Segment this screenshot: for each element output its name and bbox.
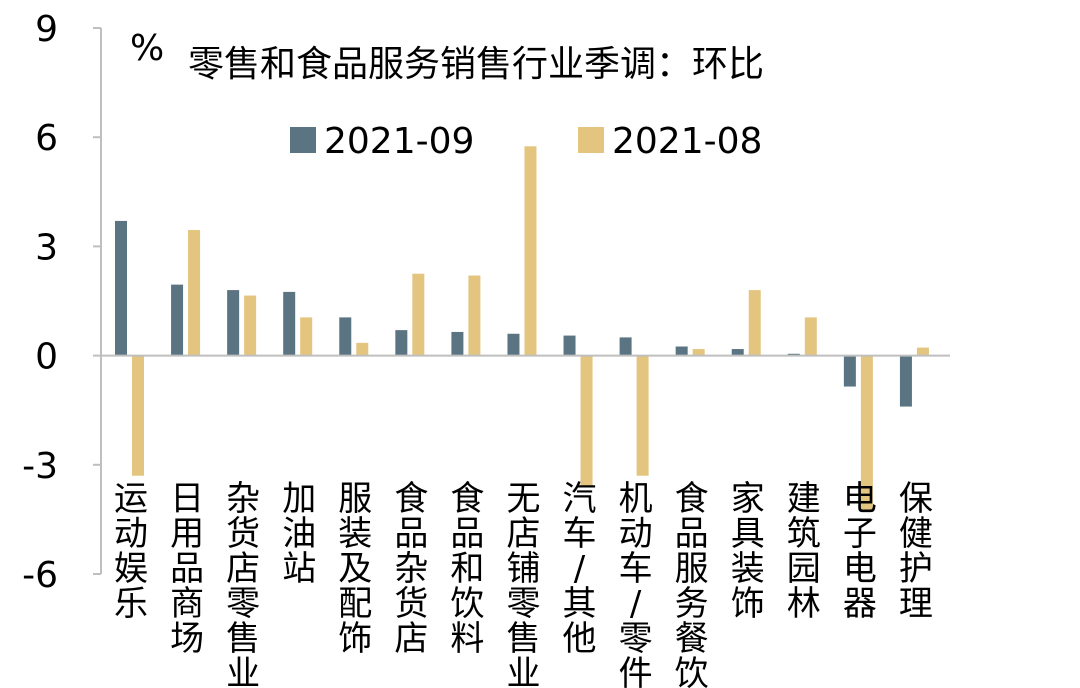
bar-2021-08-3 (300, 317, 313, 356)
category-label: 电子电器 (843, 479, 877, 624)
category-label: 服装及配饰 (338, 479, 372, 659)
bar-2021-09-5 (395, 330, 408, 356)
legend-swatch-2021-08 (578, 127, 604, 153)
bar-2021-09-7 (507, 333, 520, 356)
bar-2021-09-1 (171, 284, 184, 356)
category-label: 食品和饮料 (450, 479, 484, 659)
category-label: 食品服务餐饮 (675, 479, 709, 688)
bar-2021-09-14 (899, 355, 912, 407)
category-label: 机动车/零件 (619, 479, 653, 688)
bar-2021-08-0 (132, 355, 144, 476)
bar-2021-08-10 (692, 349, 705, 356)
bar-2021-08-6 (468, 275, 481, 356)
bar-2021-08-7 (524, 146, 537, 356)
bar-2021-09-9 (619, 337, 632, 356)
y-tick-label: 3 (35, 227, 58, 268)
bars-layer (115, 146, 929, 513)
bar-2021-08-5 (412, 273, 425, 356)
bar-2021-08-9 (636, 355, 649, 476)
category-label: 杂货店零售业 (226, 479, 260, 688)
bar-2021-08-4 (356, 342, 369, 356)
category-label: 家具装饰 (731, 479, 765, 624)
y-tick-label: 6 (35, 118, 58, 159)
bar-2021-08-2 (244, 295, 257, 356)
category-label: 汽车/其他 (563, 479, 597, 659)
axis-layer (100, 28, 950, 574)
unit-label: % (130, 28, 164, 69)
legend: 2021-09 2021-08 (290, 121, 762, 162)
y-tick-label: -3 (22, 446, 58, 487)
bar-2021-08-13 (860, 355, 873, 513)
bar-2021-08-11 (748, 290, 761, 356)
legend-label-2021-09: 2021-09 (324, 121, 474, 162)
category-labels: 运动娱乐日用品商场杂货店零售业加油站服装及配饰食品杂货店食品和饮料无店铺零售业汽… (114, 479, 933, 688)
category-label: 无店铺零售业 (506, 479, 540, 688)
bar-2021-09-4 (339, 317, 352, 356)
legend-label-2021-08: 2021-08 (612, 121, 762, 162)
chart-title: 零售和食品服务销售行业季调：环比 (188, 44, 764, 85)
bar-2021-08-8 (580, 355, 593, 487)
bar-2021-08-1 (188, 230, 201, 356)
bar-2021-09-11 (731, 349, 744, 356)
category-label: 运动娱乐 (114, 479, 148, 624)
bar-2021-09-3 (283, 291, 296, 356)
y-tick-label: 0 (35, 337, 58, 378)
bar-2021-09-6 (451, 331, 464, 356)
bar-2021-08-14 (916, 347, 929, 356)
bar-2021-09-2 (227, 290, 240, 356)
category-label: 日用品商场 (170, 479, 204, 659)
category-label: 保健护理 (899, 479, 933, 624)
y-tick-label: -6 (22, 555, 58, 596)
legend-swatch-2021-09 (290, 127, 316, 153)
y-ticks: 9 6 3 0 -3 -6 (22, 9, 101, 596)
y-tick-label: 9 (35, 9, 58, 50)
category-label: 建筑园林 (787, 479, 821, 624)
bar-2021-09-0 (115, 220, 127, 356)
bar-2021-09-13 (843, 355, 856, 387)
category-label: 食品杂货店 (394, 479, 428, 659)
bar-2021-08-12 (804, 317, 817, 356)
bar-2021-09-10 (675, 346, 688, 356)
category-label: 加油站 (282, 479, 316, 589)
bar-2021-09-8 (563, 335, 576, 356)
